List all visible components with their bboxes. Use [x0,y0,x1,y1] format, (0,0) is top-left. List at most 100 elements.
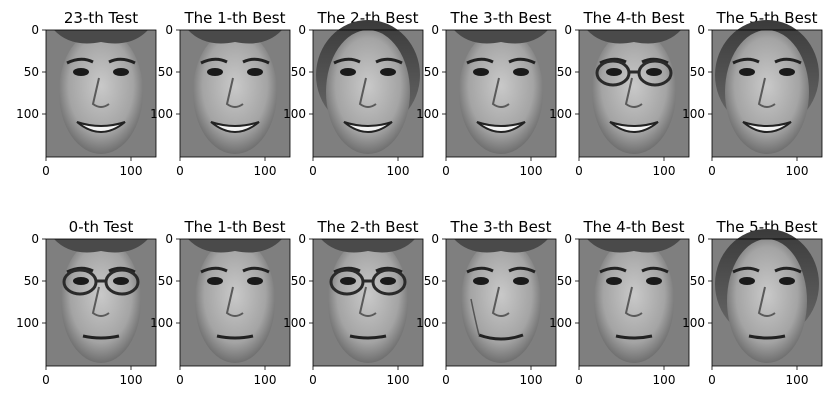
left-eyebrow [466,57,494,65]
face [459,30,543,154]
y-tick-label: 0 [31,232,39,246]
hair [54,30,148,44]
face-panel: The 5-th Best 0 50 100 0 100 [682,218,823,387]
axes-frame [179,238,291,367]
smiling-mouth [742,121,792,133]
left-eyebrow [200,266,228,274]
left-eyebrow [599,266,627,274]
y-tick-label: 100 [682,316,705,330]
x-tick-label: 0 [176,373,184,387]
hair [454,239,548,253]
left-eye [606,68,622,76]
wrinkle [470,298,480,336]
face [61,239,141,363]
x-tick-label: 0 [42,373,50,387]
x-tick-label: 0 [309,164,317,178]
left-eye [340,277,356,285]
y-tick-label: 50 [291,274,306,288]
left-eye [739,277,755,285]
face-panel: The 2-th Best 0 50 100 0 100 [283,9,424,178]
y-tick-label: 0 [697,232,705,246]
hair [321,239,415,253]
nose [225,286,244,317]
right-eye [247,277,263,285]
right-eye [513,277,529,285]
right-eye [247,68,263,76]
y-tick-label: 50 [690,274,705,288]
panel-title: The 5-th Best [716,9,818,27]
left-eye [473,277,489,285]
axes-frame [45,29,157,158]
axes-frame [445,29,557,158]
axes-frame [578,238,690,367]
face [725,30,809,154]
x-tick-label: 0 [575,373,583,387]
x-tick-label: 100 [387,164,410,178]
y-tick-label: 100 [16,316,39,330]
panel-title: 0-th Test [69,218,134,236]
left-eye [473,68,489,76]
right-eyebrow [375,57,403,65]
nose [757,286,776,317]
face-panel: The 5-th Best 0 50 100 0 100 [682,9,823,178]
axes-frame [312,29,424,158]
y-tick-label: 100 [549,107,572,121]
nose [358,77,377,108]
y-tick-label: 50 [424,274,439,288]
y-tick-label: 100 [283,316,306,330]
panel-title: The 3-th Best [450,218,552,236]
nose [757,77,776,108]
panel-title: The 2-th Best [317,218,419,236]
y-tick-label: 100 [150,107,173,121]
face [193,30,277,154]
x-tick-label: 0 [176,164,184,178]
left-eye [73,277,89,285]
left-eyebrow [599,57,627,65]
face-panel: The 3-th Best 0 50 100 0 100 [416,9,557,178]
mouth [748,334,786,340]
x-tick-label: 100 [387,373,410,387]
face [727,239,807,363]
panel-title: The 3-th Best [450,9,552,27]
y-tick-label: 50 [424,65,439,79]
x-tick-label: 100 [520,164,543,178]
panel-title: The 2-th Best [317,9,419,27]
face [195,239,275,363]
right-eye [646,277,662,285]
right-eyebrow [774,266,802,274]
right-eyebrow [242,57,270,65]
x-tick-label: 100 [254,373,277,387]
panel-title: The 4-th Best [583,9,685,27]
x-tick-label: 0 [708,164,716,178]
y-tick-label: 100 [150,316,173,330]
hair [587,239,681,253]
panel-title: The 4-th Best [583,218,685,236]
x-tick-label: 100 [786,164,809,178]
left-eye [606,277,622,285]
nose [491,286,510,317]
left-eye [207,277,223,285]
right-eyebrow [641,57,669,65]
y-tick-label: 50 [291,65,306,79]
face-panel: 23-th Test 0 50 100 0 100 [16,9,157,178]
right-eyebrow [108,57,136,65]
right-eye [513,68,529,76]
x-tick-label: 0 [442,373,450,387]
right-eye [380,68,396,76]
mouth [615,334,653,340]
y-tick-label: 50 [158,65,173,79]
face [326,30,410,154]
smiling-mouth [609,121,659,133]
left-eye [207,68,223,76]
face-panel: The 2-th Best 0 50 100 0 100 [283,218,424,387]
left-eye [739,68,755,76]
right-eyebrow [508,266,536,274]
panel-title: The 1-th Best [184,218,286,236]
face [461,239,541,363]
axes-frame [179,29,291,158]
y-tick-label: 0 [431,23,439,37]
x-tick-label: 100 [120,373,143,387]
right-eyebrow [508,57,536,65]
face-panel: The 4-th Best 0 50 100 0 100 [549,9,690,178]
nose [91,286,110,317]
